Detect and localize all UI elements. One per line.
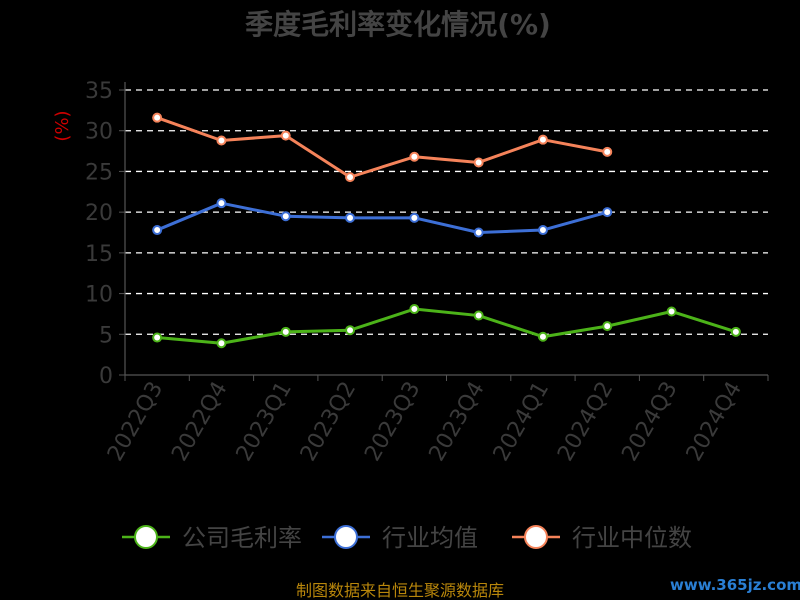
data-point[interactable] — [537, 331, 548, 342]
data-point[interactable] — [602, 321, 613, 332]
legend: 公司毛利率 行业均值 行业中位数 — [122, 524, 692, 552]
data-point[interactable] — [216, 338, 227, 349]
x-tick-label: 2024Q2 — [553, 378, 618, 466]
data-point[interactable] — [152, 112, 163, 123]
data-point[interactable] — [473, 310, 484, 321]
series-lines — [152, 112, 741, 349]
data-point[interactable] — [216, 198, 227, 209]
gridlines — [125, 89, 768, 335]
x-tick-label: 2024Q4 — [682, 378, 747, 466]
data-point[interactable] — [602, 207, 613, 218]
data-point[interactable] — [409, 151, 420, 162]
series-line-1 — [156, 201, 608, 234]
y-tick-label: 35 — [85, 79, 113, 104]
y-axis-label: (%) — [52, 110, 73, 141]
data-point[interactable] — [602, 146, 613, 157]
data-point[interactable] — [537, 225, 548, 236]
legend-label[interactable]: 行业均值 — [382, 524, 478, 552]
data-point[interactable] — [152, 332, 163, 343]
axes: 051015202530352022Q32022Q42023Q12023Q220… — [85, 79, 769, 466]
x-tick-label: 2024Q1 — [489, 378, 554, 466]
data-point[interactable] — [280, 326, 291, 337]
x-tick-label: 2023Q2 — [296, 378, 361, 466]
data-point[interactable] — [345, 325, 356, 336]
y-tick-label: 10 — [85, 283, 113, 308]
data-point[interactable] — [345, 212, 356, 223]
y-tick-label: 0 — [99, 364, 113, 389]
data-point[interactable] — [537, 134, 548, 145]
legend-marker — [134, 525, 158, 549]
legend-marker — [334, 525, 358, 549]
y-tick-label: 25 — [85, 160, 113, 185]
series-line-0 — [157, 307, 737, 345]
data-point[interactable] — [666, 306, 677, 317]
legend-marker — [524, 525, 548, 549]
legend-label[interactable]: 公司毛利率 — [182, 524, 302, 552]
x-tick-label: 2023Q3 — [360, 378, 425, 466]
watermark: www.365jz.com — [670, 576, 800, 594]
data-point[interactable] — [473, 157, 484, 168]
data-point[interactable] — [280, 130, 291, 141]
x-tick-label: 2023Q4 — [425, 378, 490, 466]
data-point[interactable] — [216, 135, 227, 146]
y-tick-label: 15 — [85, 242, 113, 267]
x-tick-label: 2024Q3 — [617, 378, 682, 466]
series-line-2 — [156, 116, 608, 179]
x-tick-label: 2022Q4 — [167, 378, 232, 466]
data-point[interactable] — [473, 227, 484, 238]
chart-title: 季度毛利率变化情况(%) — [245, 8, 551, 41]
data-point[interactable] — [409, 304, 420, 315]
data-source-note: 制图数据来自恒生聚源数据库 — [296, 581, 504, 600]
y-tick-label: 20 — [85, 201, 113, 226]
data-point[interactable] — [730, 326, 741, 337]
x-tick-label: 2022Q3 — [103, 378, 168, 466]
data-point[interactable] — [152, 225, 163, 236]
y-tick-label: 5 — [99, 323, 113, 348]
legend-label[interactable]: 行业中位数 — [572, 524, 692, 552]
data-point[interactable] — [345, 172, 356, 183]
data-point[interactable] — [409, 212, 420, 223]
data-point[interactable] — [280, 211, 291, 222]
x-tick-label: 2023Q1 — [232, 378, 297, 466]
y-tick-label: 30 — [85, 120, 113, 145]
